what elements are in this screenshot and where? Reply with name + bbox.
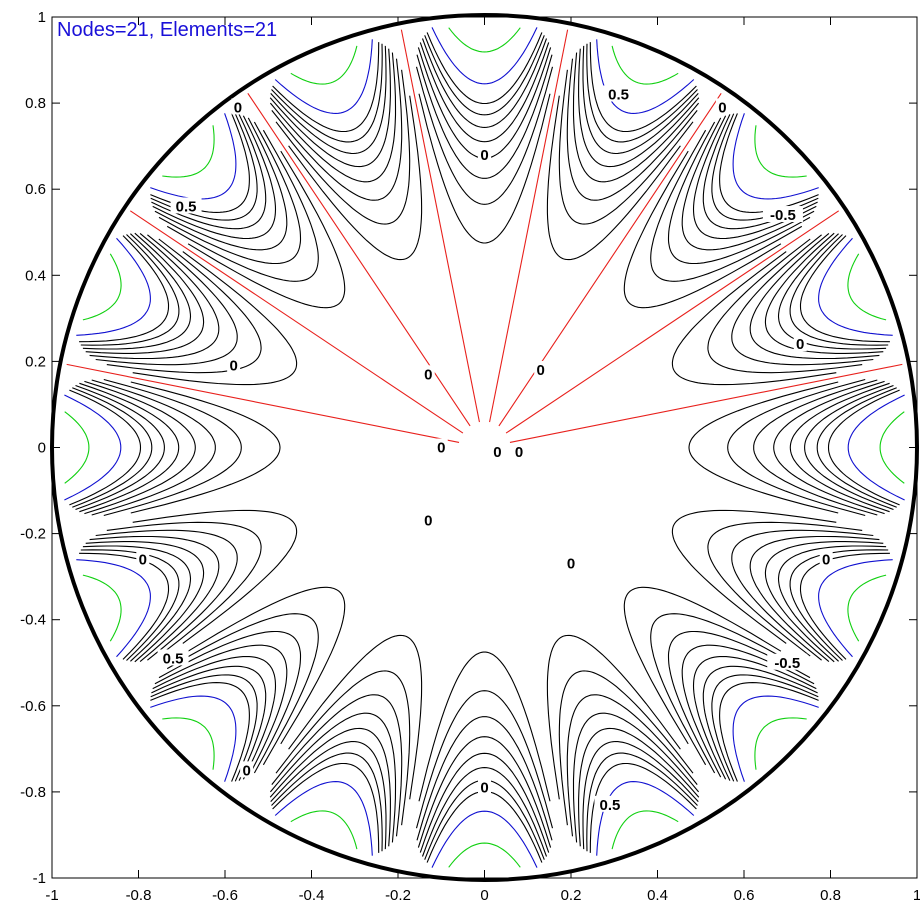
y-tick-label: -0.6 (20, 698, 46, 715)
x-tick-label: 0.8 (820, 887, 841, 904)
contour-label: 0 (796, 336, 804, 353)
contour-label: -0.5 (774, 655, 800, 672)
contour-label: 0 (229, 358, 237, 375)
contour-label: 0.5 (599, 797, 620, 814)
x-tick-label: -1 (45, 887, 58, 904)
contour-label: 0 (242, 762, 250, 779)
y-tick-label: -1 (33, 870, 46, 887)
contour-label: 0.5 (608, 86, 629, 103)
x-tick-label: 0.4 (647, 887, 668, 904)
y-tick-label: 0.4 (25, 267, 46, 284)
y-tick-label: -0.4 (20, 612, 46, 629)
contour-label: 0 (437, 440, 445, 457)
contour-label: 0 (139, 551, 147, 568)
contour-label: 0 (480, 147, 488, 164)
contour-label: 0 (424, 366, 432, 383)
nodes-elements-info: Nodes=21, Elements=21 (57, 19, 277, 41)
contour-label: 0 (480, 780, 488, 797)
contour-label: 0 (718, 99, 726, 116)
x-tick-label: 0.6 (734, 887, 755, 904)
x-tick-label: -0.4 (299, 887, 325, 904)
contour-label: 0 (537, 362, 545, 379)
y-tick-label: 0.8 (25, 95, 46, 112)
contour-label: 0 (424, 513, 432, 530)
contour-label: 0 (493, 444, 501, 461)
y-tick-label: 1 (38, 9, 46, 26)
x-tick-label: -0.2 (385, 887, 411, 904)
contour-label: -0.5 (770, 207, 796, 224)
y-tick-label: 0.2 (25, 353, 46, 370)
contour-label: 0 (567, 556, 575, 573)
x-tick-label: -0.8 (126, 887, 152, 904)
contour-label: 0 (515, 444, 523, 461)
y-tick-label: 0 (38, 440, 46, 457)
x-tick-label: 0.2 (561, 887, 582, 904)
contour-label: 0.5 (163, 650, 184, 667)
y-tick-label: 0.6 (25, 181, 46, 198)
y-tick-label: -0.2 (20, 526, 46, 543)
contour-label: 0.5 (176, 198, 197, 215)
contour-label: 0 (234, 99, 242, 116)
x-tick-label: 1 (913, 887, 920, 904)
x-tick-label: 0 (480, 887, 488, 904)
x-tick-label: -0.6 (212, 887, 238, 904)
y-tick-label: -0.8 (20, 784, 46, 801)
contour-label: 0 (822, 551, 830, 568)
